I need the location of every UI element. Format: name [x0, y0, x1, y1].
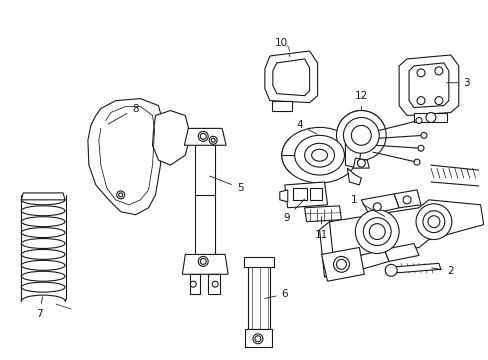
- Ellipse shape: [311, 149, 327, 161]
- Polygon shape: [272, 59, 309, 96]
- Circle shape: [200, 133, 206, 139]
- Text: 2: 2: [431, 266, 453, 276]
- Polygon shape: [408, 63, 448, 108]
- Ellipse shape: [294, 135, 344, 175]
- Circle shape: [200, 258, 206, 264]
- Circle shape: [413, 159, 419, 165]
- Polygon shape: [388, 264, 440, 273]
- Polygon shape: [190, 274, 200, 294]
- Polygon shape: [353, 158, 368, 168]
- Ellipse shape: [281, 127, 357, 183]
- Ellipse shape: [21, 249, 65, 260]
- Ellipse shape: [21, 228, 65, 238]
- Circle shape: [422, 211, 444, 233]
- Ellipse shape: [21, 282, 65, 292]
- Circle shape: [417, 145, 423, 151]
- Polygon shape: [345, 140, 361, 168]
- Circle shape: [357, 159, 365, 167]
- Polygon shape: [346, 168, 361, 185]
- Circle shape: [119, 193, 122, 197]
- Ellipse shape: [21, 271, 65, 281]
- Circle shape: [209, 136, 217, 144]
- Circle shape: [420, 132, 426, 138]
- Bar: [292, 188, 306, 200]
- Polygon shape: [244, 329, 271, 347]
- Polygon shape: [21, 193, 65, 200]
- Ellipse shape: [21, 217, 65, 227]
- Circle shape: [351, 125, 370, 145]
- Polygon shape: [195, 138, 215, 195]
- Circle shape: [254, 336, 261, 342]
- Polygon shape: [152, 111, 190, 165]
- Polygon shape: [182, 255, 227, 274]
- Polygon shape: [244, 257, 273, 267]
- Circle shape: [368, 224, 385, 239]
- Circle shape: [336, 260, 346, 269]
- Polygon shape: [319, 222, 334, 277]
- Circle shape: [434, 67, 442, 75]
- Circle shape: [425, 113, 435, 122]
- Circle shape: [190, 281, 196, 287]
- Text: 7: 7: [36, 297, 42, 319]
- Text: 9: 9: [283, 199, 304, 223]
- Polygon shape: [384, 243, 418, 261]
- Polygon shape: [413, 113, 446, 122]
- Circle shape: [198, 256, 208, 266]
- Circle shape: [336, 111, 386, 160]
- Circle shape: [415, 204, 451, 239]
- Polygon shape: [398, 55, 458, 116]
- Polygon shape: [393, 190, 420, 208]
- Circle shape: [434, 96, 442, 105]
- Text: 3: 3: [446, 78, 469, 88]
- Circle shape: [427, 216, 439, 228]
- Polygon shape: [88, 99, 162, 215]
- Circle shape: [402, 196, 410, 204]
- Circle shape: [355, 210, 398, 253]
- Circle shape: [211, 138, 215, 142]
- Text: 4: 4: [296, 121, 316, 134]
- Polygon shape: [304, 206, 341, 222]
- Text: 5: 5: [209, 176, 243, 193]
- Text: 11: 11: [314, 216, 327, 239]
- Polygon shape: [271, 100, 291, 111]
- Circle shape: [416, 96, 424, 105]
- Polygon shape: [247, 264, 269, 329]
- Text: 12: 12: [354, 91, 367, 110]
- Circle shape: [385, 264, 396, 276]
- Circle shape: [212, 281, 218, 287]
- Circle shape: [363, 218, 390, 246]
- Circle shape: [343, 117, 379, 153]
- Polygon shape: [321, 247, 364, 281]
- Bar: [309, 188, 321, 200]
- Text: 8: 8: [108, 104, 139, 124]
- Circle shape: [415, 117, 421, 123]
- Circle shape: [252, 334, 263, 344]
- Polygon shape: [344, 249, 388, 272]
- Ellipse shape: [21, 195, 65, 205]
- Polygon shape: [264, 51, 317, 103]
- Text: 6: 6: [264, 289, 287, 299]
- Circle shape: [198, 131, 208, 141]
- Polygon shape: [208, 274, 220, 294]
- Ellipse shape: [21, 260, 65, 270]
- Ellipse shape: [21, 239, 65, 248]
- Polygon shape: [184, 129, 225, 145]
- Circle shape: [416, 69, 424, 77]
- Text: 1: 1: [350, 195, 384, 216]
- Polygon shape: [361, 194, 398, 215]
- Polygon shape: [279, 190, 287, 202]
- Circle shape: [372, 203, 381, 211]
- Circle shape: [333, 256, 349, 272]
- Polygon shape: [329, 200, 483, 261]
- Ellipse shape: [304, 143, 334, 167]
- Text: 10: 10: [275, 38, 290, 57]
- Polygon shape: [284, 182, 327, 208]
- Ellipse shape: [21, 206, 65, 216]
- Circle shape: [117, 191, 124, 199]
